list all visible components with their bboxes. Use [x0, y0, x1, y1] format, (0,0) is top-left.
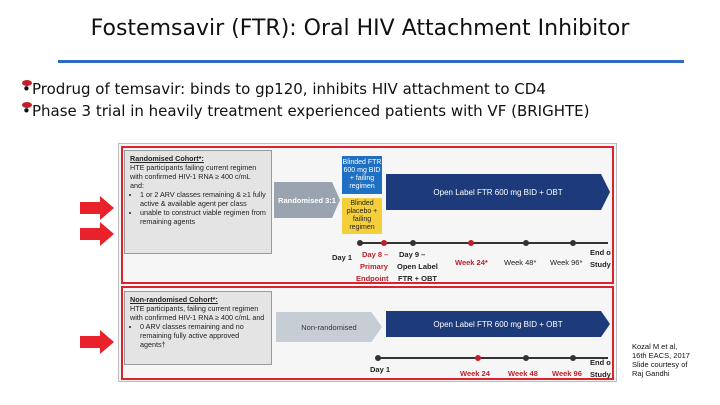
timeline-marker: [523, 240, 529, 246]
cohort-criterion: 0 ARV classes remaining and no remaining…: [140, 322, 266, 349]
timeline-marker: [570, 355, 576, 361]
open-label-bar: Open Label FTR 600 mg BID + OBT: [386, 174, 610, 210]
citation-line: Slide courtesy of: [632, 360, 688, 369]
slide-citation: Kozal M et al, 16th EACS, 2017 Slide cou…: [632, 342, 690, 378]
timeline-marker: [468, 240, 474, 246]
cohort-description: HTE participants, failing current regime…: [130, 304, 265, 322]
arrow-right-icon: [80, 196, 114, 220]
bullet-item: •Prodrug of temsavir: binds to gp120, in…: [22, 80, 546, 98]
timeline-axis: [360, 242, 608, 244]
timeline-label: End o: [590, 358, 611, 367]
timeline-label: Day 1: [332, 253, 353, 262]
arrow-right-icon: [80, 330, 114, 354]
cohort-criterion: 1 or 2 ARV classes remaining & ≥1 fully …: [140, 190, 266, 208]
timeline-label: Endpoint: [356, 274, 389, 283]
blinded-ftr-box: Blinded FTR 600 mg BID + failing regimen: [342, 156, 382, 194]
cohort-heading: Non-randomised Cohort*:: [130, 295, 218, 304]
bullet-text: Prodrug of temsavir: binds to gp120, inh…: [32, 80, 546, 98]
citation-line: Kozal M et al,: [632, 342, 678, 351]
citation-line: 16th EACS, 2017: [632, 351, 690, 360]
timeline-label: Week 24: [460, 369, 490, 378]
timeline-marker: [475, 355, 481, 361]
timeline-label: End o: [590, 248, 611, 257]
timeline-label: Week 48: [508, 369, 538, 378]
bullet-item: •Phase 3 trial in heavily treatment expe…: [22, 102, 590, 120]
timeline-marker: [375, 355, 381, 361]
timeline-label: Day 8 –: [362, 250, 389, 259]
randomised-arrow: Randomised 3:1: [274, 182, 340, 218]
title-underline: [58, 60, 684, 63]
timeline-marker: [381, 240, 387, 246]
arrow-right-icon: [80, 222, 114, 246]
nonrandomised-arrow: Non-randomised: [276, 312, 382, 342]
timeline-marker: [357, 240, 363, 246]
timeline-marker: [570, 240, 576, 246]
timeline-label: Day 9 –: [399, 250, 426, 259]
citation-line: Raj Gandhi: [632, 369, 670, 378]
randomised-cohort-outline: [121, 146, 614, 284]
bullet-text: Phase 3 trial in heavily treatment exper…: [32, 102, 590, 120]
randomised-cohort-card: Randomised Cohort*: HTE participants fai…: [124, 150, 272, 254]
timeline-label: FTR + OBT: [398, 274, 437, 283]
timeline-label: Week 96*: [550, 258, 583, 267]
open-label-bar: Open Label FTR 600 mg BID + OBT: [386, 311, 610, 337]
cohort-heading: Randomised Cohort*:: [130, 154, 204, 163]
cohort-criterion: unable to construct viable regimen from …: [140, 208, 266, 226]
timeline-label: Week 24*: [455, 258, 488, 267]
timeline-label: Week 96: [552, 369, 582, 378]
timeline-label: Day 1: [370, 365, 391, 374]
blinded-placebo-box: Blinded placebo + failing regimen: [342, 198, 382, 234]
slide-title: Fostemsavir (FTR): Oral HIV Attachment I…: [90, 16, 630, 41]
timeline-axis: [378, 357, 608, 359]
nonrandomised-cohort-card: Non-randomised Cohort*: HTE participants…: [124, 291, 272, 365]
timeline-label: Study: [590, 370, 611, 379]
cohort-description: HTE participants failing current regimen…: [130, 163, 257, 190]
timeline-label: Study: [590, 260, 611, 269]
timeline-label: Primary: [360, 262, 388, 271]
nonrandomised-cohort-outline: [121, 286, 614, 380]
timeline-label: Week 48*: [504, 258, 537, 267]
timeline-marker: [410, 240, 416, 246]
timeline-label: Open Label: [397, 262, 438, 271]
timeline-marker: [523, 355, 529, 361]
